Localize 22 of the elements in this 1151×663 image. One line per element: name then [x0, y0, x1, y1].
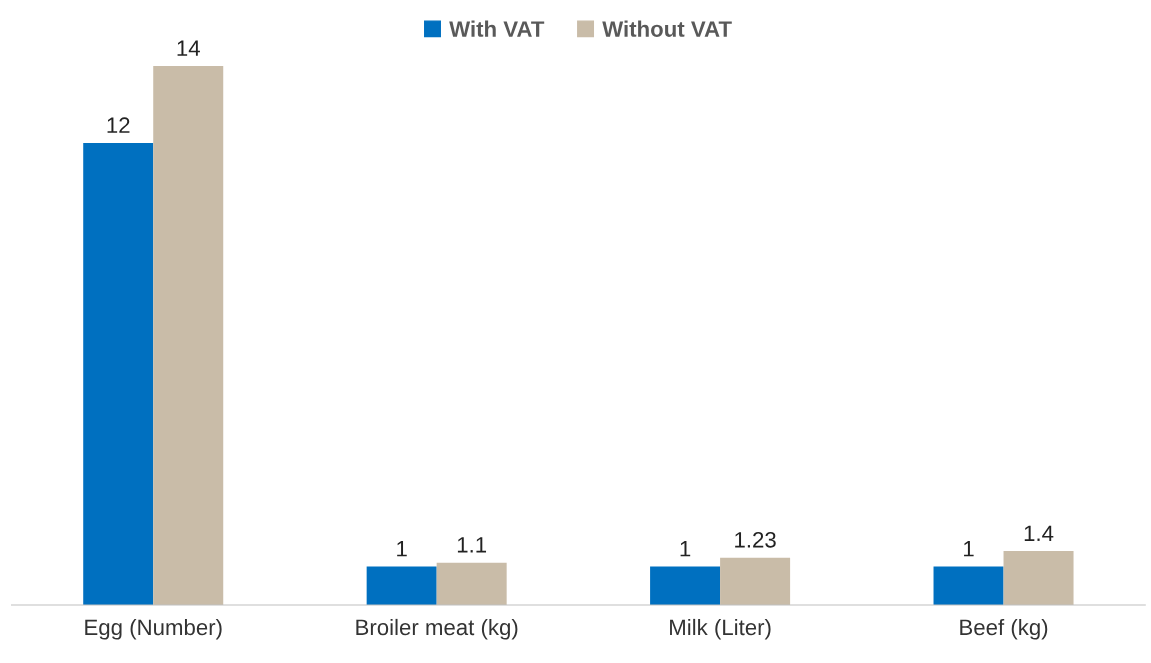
bar — [83, 142, 154, 605]
data-label: 12 — [107, 117, 130, 133]
data-label: 1.1 — [457, 537, 487, 553]
legend-label: Without VAT — [602, 20, 732, 37]
data-label: 1 — [680, 541, 691, 557]
x-tick-label: Beef (kg) — [960, 618, 1048, 640]
bar — [153, 65, 224, 605]
x-tick-label: Broiler meat (kg) — [356, 618, 518, 640]
data-label: 1 — [964, 541, 974, 557]
bar — [436, 562, 507, 605]
bar — [933, 566, 1004, 605]
bar — [1003, 551, 1074, 605]
bar — [650, 566, 721, 605]
data-label: 1.4 — [1024, 525, 1054, 541]
bar — [366, 566, 437, 605]
x-tick-label: Milk (Liter) — [670, 618, 771, 640]
data-label: 14 — [177, 40, 200, 56]
legend-label: With VAT — [449, 20, 545, 37]
x-tick-label: Egg (Number) — [85, 618, 222, 640]
bar — [720, 557, 791, 605]
data-label: 1 — [397, 541, 407, 557]
data-label: 1.23 — [735, 531, 776, 548]
